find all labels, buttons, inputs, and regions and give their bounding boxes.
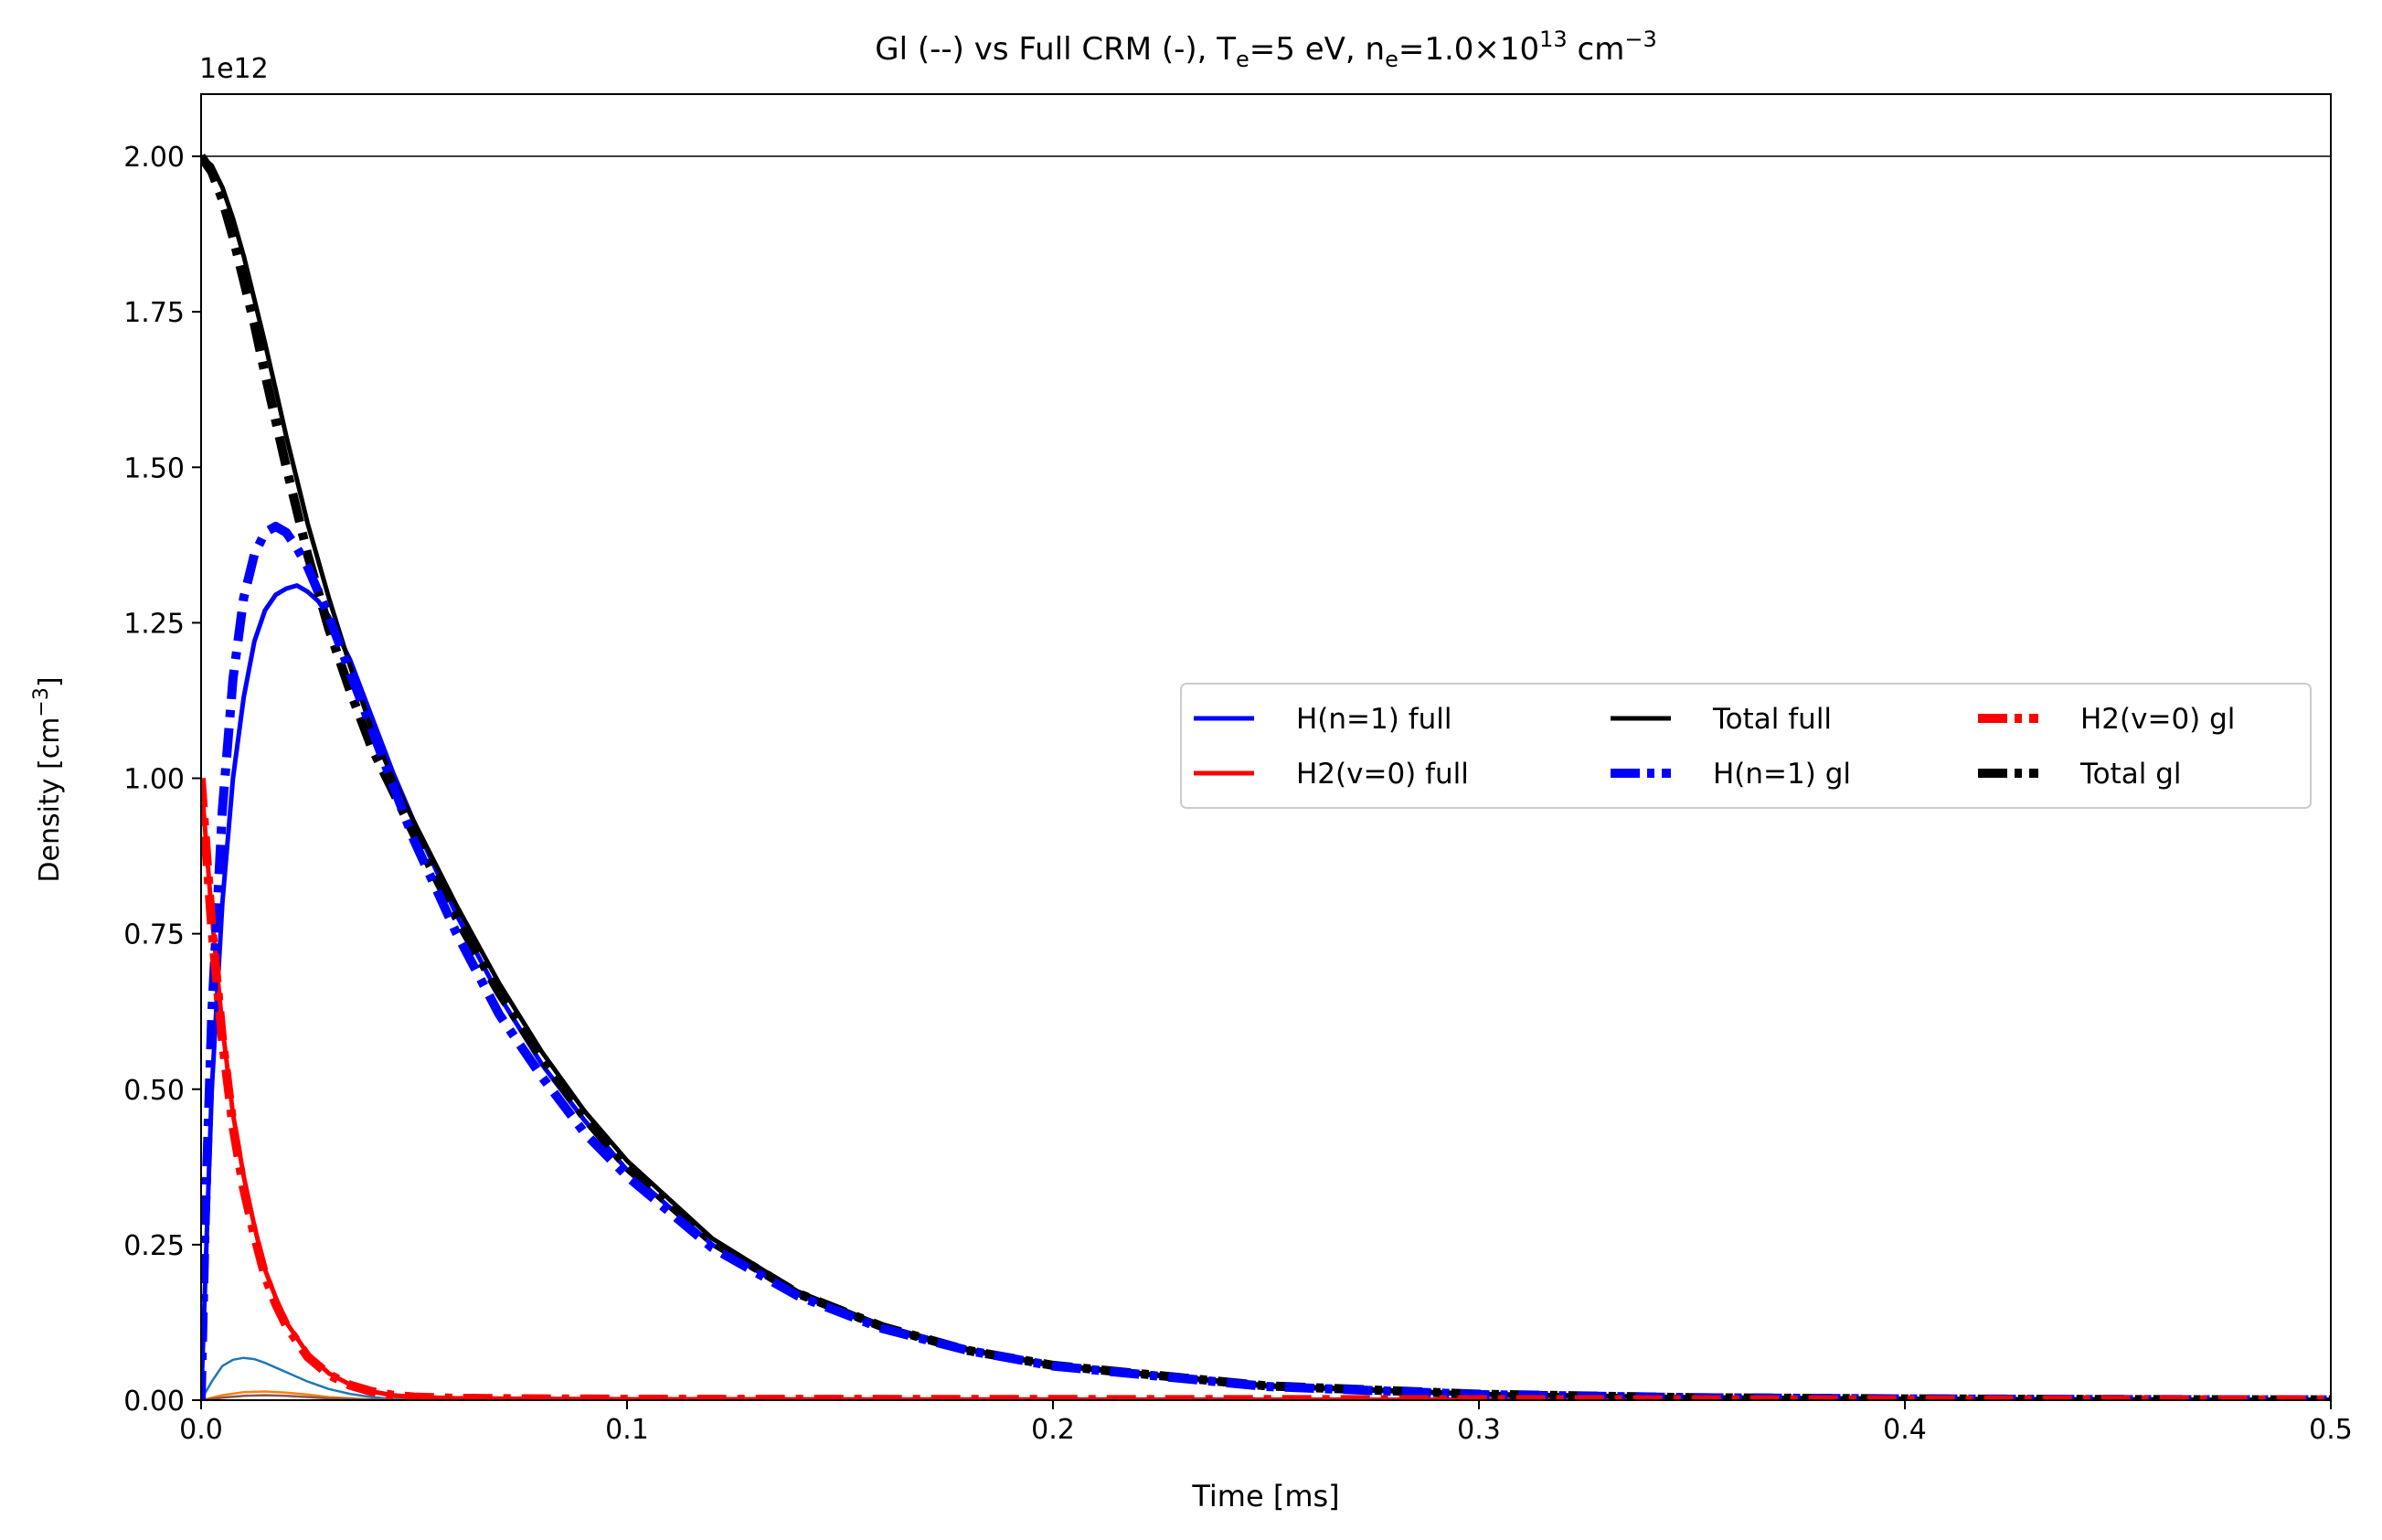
legend-label: Total gl bbox=[2079, 758, 2182, 791]
x-axis: 0.0 0.1 0.2 0.3 0.4 0.5 bbox=[179, 1400, 2353, 1446]
y-tick-label: 1.25 bbox=[123, 608, 185, 640]
series-line-minor-6 bbox=[201, 1356, 2331, 1400]
x-tick-label: 0.1 bbox=[605, 1414, 649, 1446]
y-axis: 0.00 0.25 0.50 0.75 1.00 1.25 1.50 1.75 2.00 bbox=[123, 142, 201, 1418]
y-tick-label: 1.75 bbox=[123, 297, 185, 329]
legend-box bbox=[1180, 683, 2312, 809]
y-tick-label: 1.00 bbox=[123, 764, 185, 796]
y-tick-label: 0.75 bbox=[123, 919, 185, 951]
series-line-h2-v-0-full bbox=[201, 778, 2331, 1400]
legend: H(n=1) full H2(v=0) full Total full H(n=1) … bbox=[1180, 683, 2312, 809]
chart-title: Gl (--) vs Full CRM (-), Te=5 eV, ne=1.0… bbox=[875, 27, 1656, 72]
x-tick-label: 0.3 bbox=[1457, 1414, 1501, 1446]
y-tick-label: 0.25 bbox=[123, 1230, 185, 1262]
series-line-h-n-1-gl bbox=[201, 521, 2331, 1400]
y-tick-label: 1.50 bbox=[123, 452, 185, 484]
plot-area bbox=[200, 93, 2332, 1401]
legend-label: Total full bbox=[1712, 703, 1832, 736]
y-tick-label: 2.00 bbox=[123, 142, 185, 174]
y-tick-label: 0.00 bbox=[123, 1386, 185, 1418]
x-tick-label: 0.0 bbox=[179, 1414, 223, 1446]
axes-frame bbox=[200, 93, 2332, 1401]
y-axis-label: Density [cm−3] bbox=[30, 676, 66, 882]
x-tick-label: 0.4 bbox=[1883, 1414, 1927, 1446]
x-tick-label: 0.2 bbox=[1031, 1414, 1075, 1446]
legend-label: H2(v=0) full bbox=[1296, 758, 1469, 791]
legend-label: H(n=1) gl bbox=[1713, 758, 1851, 791]
series-line-h2-v-0-gl bbox=[201, 778, 2331, 1400]
y-offset-text: 1e12 bbox=[199, 53, 269, 85]
y-tick-label: 0.50 bbox=[123, 1075, 185, 1107]
legend-label: H(n=1) full bbox=[1296, 703, 1452, 736]
x-tick-label: 0.5 bbox=[2309, 1414, 2353, 1446]
x-axis-label: Time [ms] bbox=[1191, 1479, 1339, 1513]
legend-label: H2(v=0) gl bbox=[2080, 703, 2235, 736]
